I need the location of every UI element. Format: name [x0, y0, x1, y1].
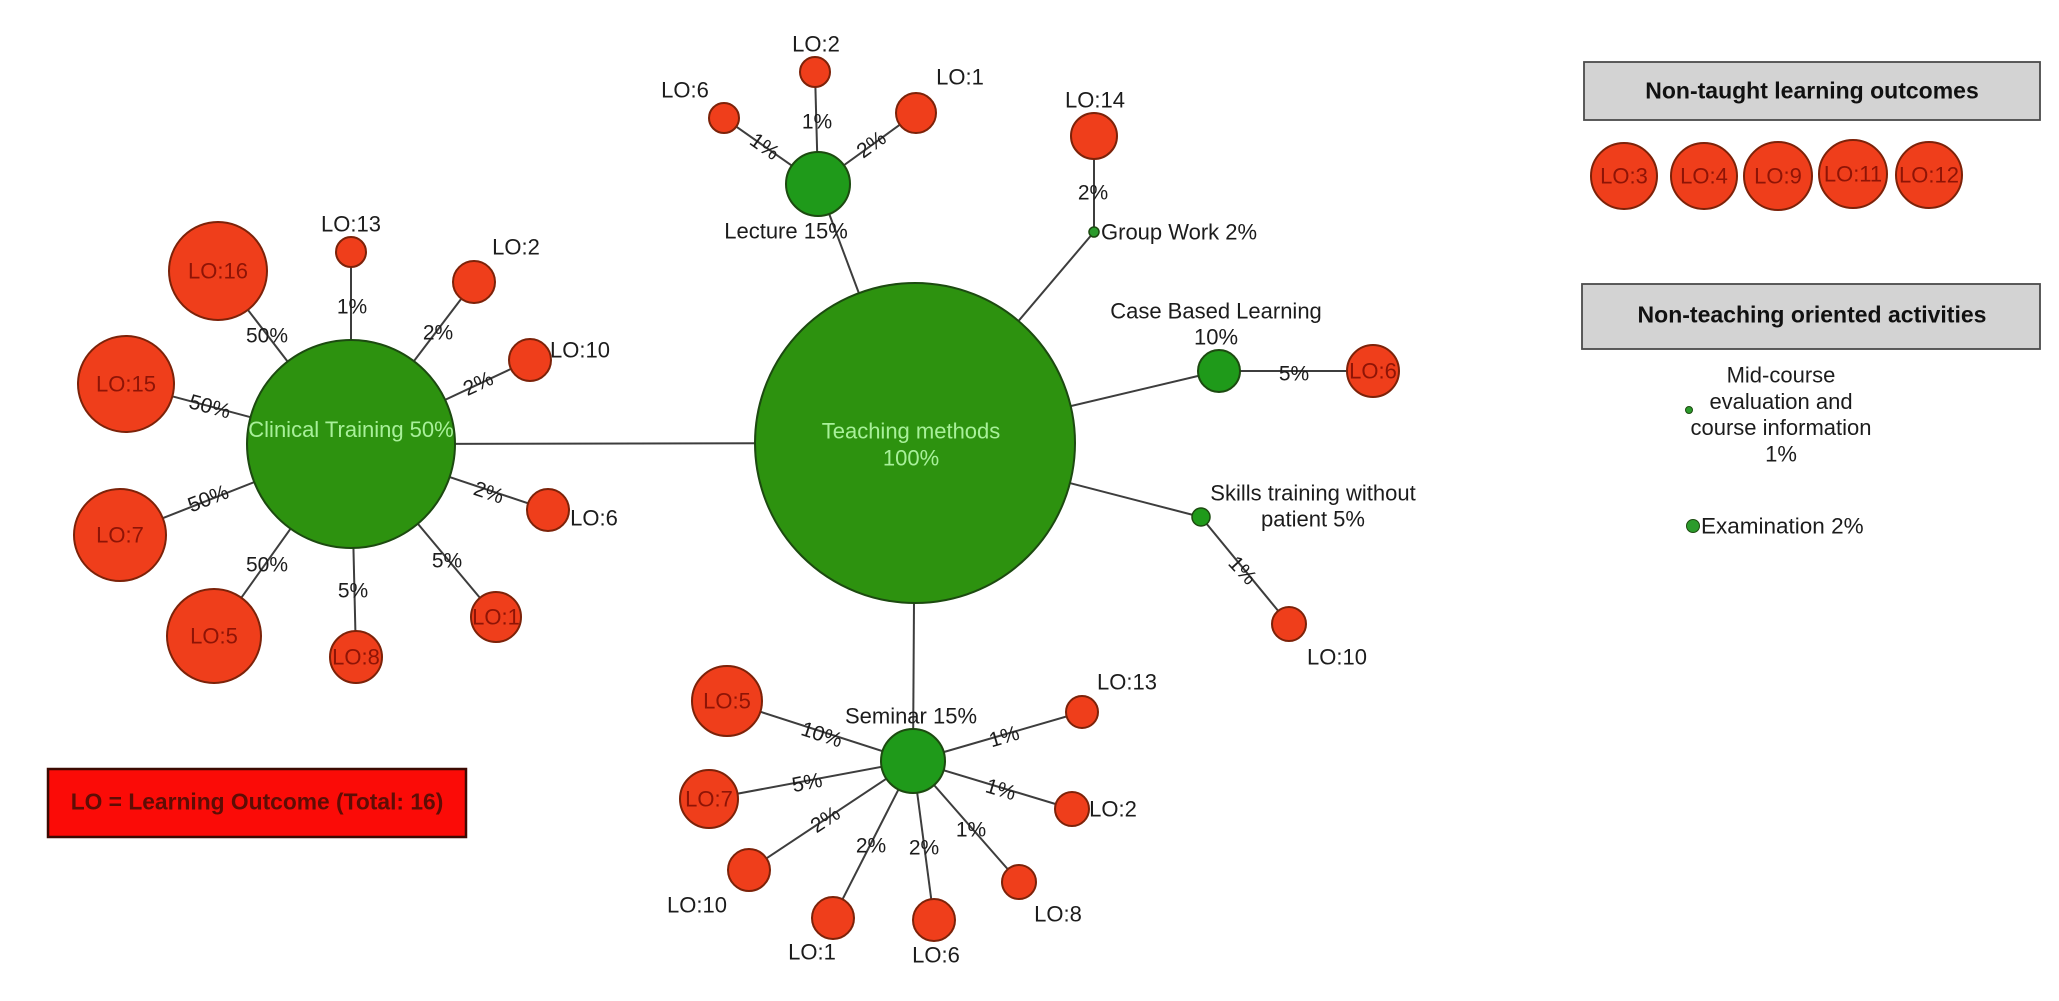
svg-text:LO:5: LO:5: [703, 689, 751, 714]
svg-text:LO:6: LO:6: [570, 506, 618, 531]
svg-text:50%: 50%: [246, 325, 288, 348]
svg-text:evaluation and: evaluation and: [1709, 389, 1852, 414]
svg-text:LO:4: LO:4: [1680, 164, 1728, 189]
svg-text:Non-taught learning outcomes: Non-taught learning outcomes: [1645, 78, 1979, 104]
svg-text:LO:13: LO:13: [1097, 670, 1157, 695]
svg-text:Skills training without: Skills training without: [1210, 481, 1415, 506]
svg-text:course information: course information: [1691, 415, 1872, 440]
svg-text:LO:12: LO:12: [1899, 163, 1959, 188]
svg-text:5%: 5%: [338, 580, 368, 603]
svg-text:Mid-course: Mid-course: [1727, 363, 1836, 388]
svg-text:50%: 50%: [246, 554, 288, 577]
svg-text:Case Based Learning: Case Based Learning: [1110, 299, 1322, 324]
svg-text:LO:1: LO:1: [788, 940, 836, 965]
svg-text:2%: 2%: [1078, 182, 1108, 205]
svg-text:LO:1: LO:1: [472, 605, 520, 630]
svg-text:LO:16: LO:16: [188, 259, 248, 284]
svg-text:LO:9: LO:9: [1754, 164, 1802, 189]
svg-text:patient 5%: patient 5%: [1261, 507, 1365, 532]
svg-text:10%: 10%: [1194, 325, 1238, 350]
svg-text:LO:3: LO:3: [1600, 164, 1648, 189]
svg-text:5%: 5%: [1279, 363, 1309, 386]
svg-text:Examination 2%: Examination 2%: [1701, 514, 1864, 539]
svg-text:LO:6: LO:6: [912, 943, 960, 968]
svg-text:1%: 1%: [802, 111, 832, 134]
svg-text:LO:5: LO:5: [190, 624, 238, 649]
svg-text:2%: 2%: [909, 837, 939, 860]
svg-text:LO:8: LO:8: [1034, 902, 1082, 927]
svg-text:LO:7: LO:7: [685, 787, 733, 812]
svg-text:LO:6: LO:6: [1349, 359, 1397, 384]
svg-text:5%: 5%: [432, 550, 462, 573]
svg-text:Group Work 2%: Group Work 2%: [1101, 220, 1257, 245]
svg-text:5%: 5%: [790, 769, 824, 797]
svg-text:Teaching methods: Teaching methods: [822, 419, 1001, 444]
svg-text:LO:6: LO:6: [661, 78, 709, 103]
svg-text:LO:7: LO:7: [96, 523, 144, 548]
svg-text:Clinical Training 50%: Clinical Training 50%: [248, 417, 453, 442]
svg-text:LO = Learning Outcome (Total:: LO = Learning Outcome (Total: 16): [71, 789, 444, 815]
svg-text:LO:15: LO:15: [96, 372, 156, 397]
svg-text:Seminar 15%: Seminar 15%: [845, 704, 977, 729]
svg-text:Lecture 15%: Lecture 15%: [724, 219, 848, 244]
svg-text:LO:8: LO:8: [332, 645, 380, 670]
svg-text:LO:2: LO:2: [792, 32, 840, 57]
svg-text:LO:14: LO:14: [1065, 88, 1125, 113]
svg-text:100%: 100%: [883, 446, 939, 471]
svg-text:2%: 2%: [856, 835, 886, 858]
svg-text:LO:2: LO:2: [1089, 797, 1137, 822]
svg-text:LO:2: LO:2: [492, 235, 540, 260]
svg-text:LO:13: LO:13: [321, 212, 381, 237]
svg-text:LO:1: LO:1: [936, 65, 984, 90]
svg-text:1%: 1%: [337, 296, 367, 319]
svg-text:LO:11: LO:11: [1824, 162, 1882, 187]
svg-text:Non-teaching oriented activiti: Non-teaching oriented activities: [1638, 302, 1987, 328]
svg-text:LO:10: LO:10: [550, 338, 610, 363]
svg-text:1%: 1%: [956, 819, 986, 842]
svg-text:LO:10: LO:10: [1307, 645, 1367, 670]
svg-text:1%: 1%: [1765, 441, 1797, 466]
svg-text:2%: 2%: [423, 322, 453, 345]
svg-text:LO:10: LO:10: [667, 893, 727, 918]
